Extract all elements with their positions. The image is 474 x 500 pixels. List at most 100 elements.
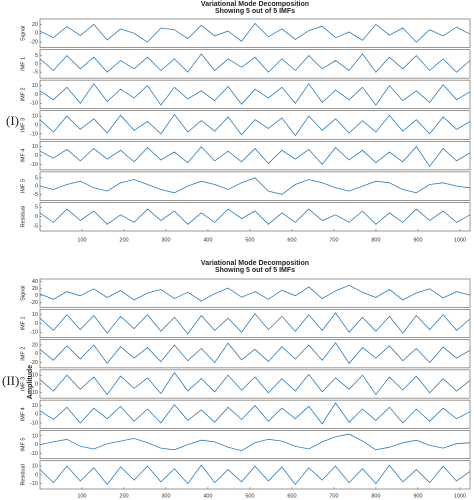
y-tick-label: 40 [32, 279, 38, 285]
subplot-label: IMF 5 [20, 179, 26, 193]
y-tick-label: 10 [32, 144, 38, 150]
y-tick-label: 20 [32, 286, 38, 292]
signal-line [39, 53, 471, 73]
y-tick-label: 20 [32, 22, 38, 28]
subplot-frame [39, 369, 471, 399]
y-tick-label: 10 [32, 312, 38, 318]
x-tick-label: 300 [161, 237, 170, 243]
y-tick-label: 0 [35, 293, 38, 299]
subplot-label: IMF 3 [20, 377, 26, 391]
x-tick-label: 100 [77, 237, 86, 243]
y-tick-label: 10 [32, 403, 38, 409]
x-tick-label: 400 [203, 237, 212, 243]
x-tick-label: 900 [413, 237, 422, 243]
x-tick-label: 1000 [454, 493, 466, 499]
y-tick-label: 0 [35, 412, 38, 418]
y-tick-label: -10 [30, 481, 38, 487]
subplot-label: Residual [20, 464, 26, 485]
signal-line [39, 402, 471, 425]
subplot-label: IMF 4 [20, 149, 26, 163]
y-tick-label: 0 [35, 92, 38, 98]
x-tick-label: 900 [413, 493, 422, 499]
x-tick-label: 500 [245, 237, 254, 243]
y-tick-label: -5 [33, 224, 38, 230]
subplot-frame [39, 202, 471, 232]
y-tick-label: 0 [35, 381, 38, 387]
x-tick-label: 800 [371, 237, 380, 243]
subplot-frame [39, 79, 471, 110]
signal-line [39, 177, 471, 195]
y-tick-label: -10 [30, 101, 38, 107]
signal-line [39, 22, 471, 43]
subplot-frame [39, 339, 471, 369]
y-tick-label: 10 [32, 433, 38, 439]
subplot-label: Signal [20, 285, 26, 300]
y-tick-label: 0 [35, 351, 38, 357]
subplot-label: IMF 5 [20, 438, 26, 452]
y-tick-label: -10 [30, 421, 38, 427]
y-tick-label: 0 [35, 321, 38, 327]
chart-title: Variational Mode Decomposition [201, 1, 309, 8]
y-tick-label: 0 [35, 153, 38, 159]
x-tick-label: 200 [119, 493, 128, 499]
subplot-label: IMF 1 [20, 57, 26, 71]
x-tick-label: 700 [329, 493, 338, 499]
y-axis-label: Amplitude [27, 365, 34, 399]
signal-line [39, 342, 471, 365]
y-tick-label: -5 [33, 70, 38, 76]
y-tick-label: -5 [33, 192, 38, 198]
y-tick-label: 10 [32, 114, 38, 120]
y-tick-label: -10 [30, 131, 38, 137]
signal-line [39, 312, 471, 335]
subplot-frame [39, 49, 471, 79]
subplot-label: IMF 1 [20, 316, 26, 330]
subplot-frame [39, 140, 471, 171]
subplot-label: IMF 3 [20, 118, 26, 132]
y-tick-label: 10 [32, 83, 38, 89]
y-tick-label: 0 [35, 61, 38, 67]
signal-line [39, 146, 471, 167]
x-tick-label: 600 [287, 237, 296, 243]
signal-line [39, 371, 471, 396]
signal-line [39, 208, 471, 225]
y-tick-label: -20 [30, 40, 38, 46]
signal-line [39, 433, 471, 452]
y-tick-label: 5 [35, 53, 38, 59]
subplot-frame [39, 171, 471, 201]
y-tick-label: 0 [35, 442, 38, 448]
y-tick-label: -10 [30, 162, 38, 168]
signal-line [39, 83, 471, 106]
chart-subtitle: Showing 5 out of 5 IMFs [215, 267, 295, 274]
subplot-label: IMF 4 [20, 407, 26, 421]
panel-label: (II) [2, 373, 19, 388]
x-tick-label: 100 [77, 493, 86, 499]
subplot-label: IMF 2 [20, 347, 26, 361]
y-tick-label: 20 [32, 342, 38, 348]
x-tick-label: 1000 [454, 237, 466, 243]
y-tick-label: -10 [30, 451, 38, 457]
panel-label: (I) [6, 113, 19, 128]
y-tick-label: 0 [35, 214, 38, 220]
y-tick-label: 10 [32, 464, 38, 470]
signal-line [39, 284, 471, 302]
subplot-frame [39, 460, 471, 490]
y-tick-label: -10 [30, 390, 38, 396]
subplot-label: Signal [20, 26, 26, 41]
x-tick-label: 700 [329, 237, 338, 243]
y-tick-label: 0 [35, 184, 38, 190]
subplot-label: Residual [20, 206, 26, 227]
y-tick-label: 0 [35, 31, 38, 37]
x-tick-label: 500 [245, 493, 254, 499]
subplot-label: IMF 2 [20, 87, 26, 101]
subplot-frame [39, 399, 471, 429]
y-tick-label: 5 [35, 205, 38, 211]
y-tick-label: 0 [35, 472, 38, 478]
x-tick-label: 200 [119, 237, 128, 243]
y-tick-label: 5 [35, 175, 38, 181]
y-tick-label: -20 [30, 360, 38, 366]
x-tick-label: 400 [203, 493, 212, 499]
signal-line [39, 464, 471, 486]
subplot-frame [39, 110, 471, 140]
y-tick-label: -10 [30, 330, 38, 336]
